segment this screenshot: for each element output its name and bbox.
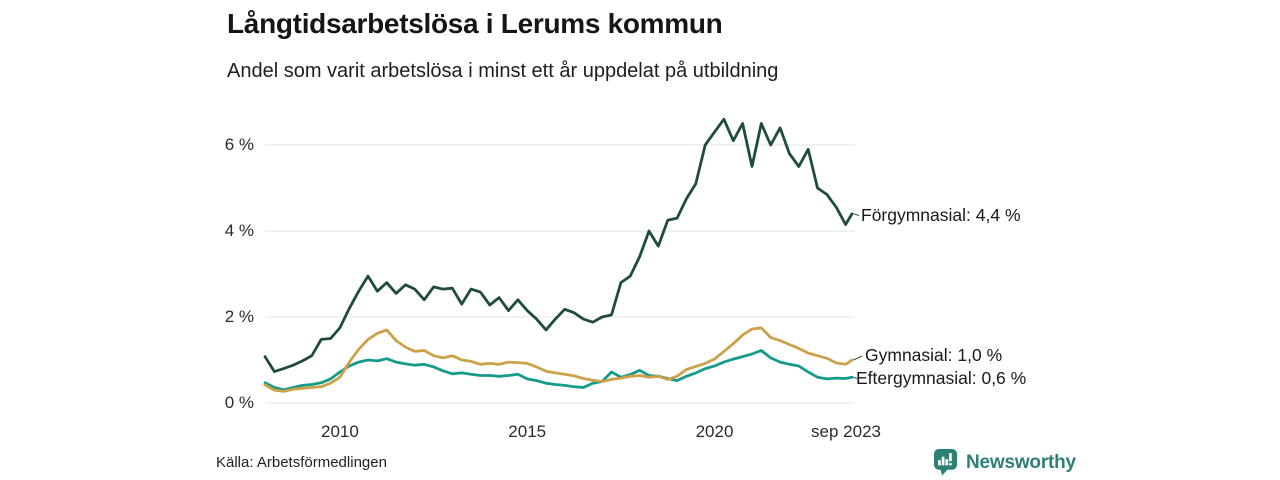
source-text: Källa: Arbetsförmedlingen [216, 454, 387, 471]
x-axis-tick-2020: 2020 [695, 422, 734, 441]
chart-subtitle: Andel som varit arbetslösa i minst ett å… [227, 60, 779, 82]
series-end-label-gymnasial: Gymnasial: 1,0 % [865, 345, 1003, 365]
y-axis-tick-6: 6 % [224, 135, 254, 154]
series-end-label-eftergymnasial: Eftergymnasial: 0,6 % [856, 368, 1027, 388]
x-axis-tick-2015: 2015 [508, 422, 547, 441]
newsworthy-logo-icon [933, 449, 958, 476]
chart-title: Långtidsarbetslösa i Lerums kommun [227, 8, 723, 39]
series-end-label-forgymnasial: Förgymnasial: 4,4 % [861, 205, 1021, 225]
y-axis-tick-2: 2 % [224, 307, 254, 326]
newsworthy-logo: Newsworthy [933, 448, 1076, 477]
y-axis-tick-0: 0 % [224, 393, 254, 412]
y-axis-tick-4: 4 % [224, 221, 254, 240]
newsworthy-wordmark: Newsworthy [966, 451, 1076, 473]
x-axis-tick-2010: 2010 [320, 422, 359, 441]
x-axis-tick-sep-2023: sep 2023 [811, 422, 881, 441]
